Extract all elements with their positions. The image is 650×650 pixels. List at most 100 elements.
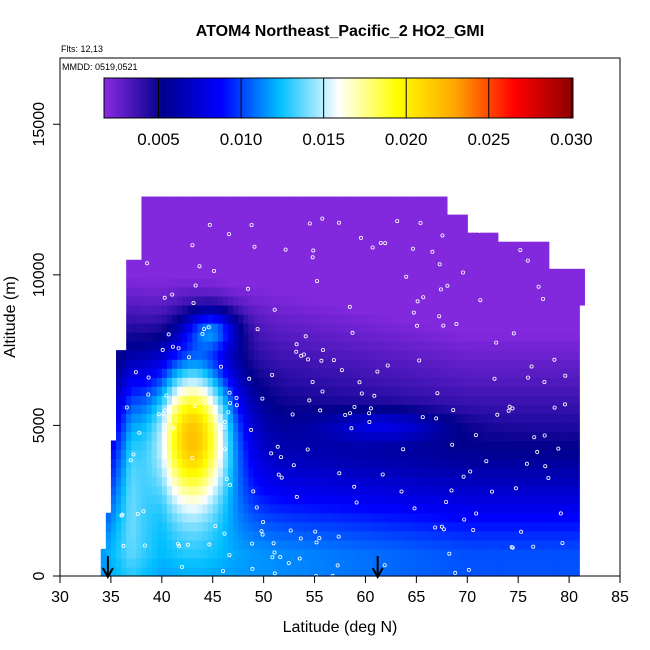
heatmap-cell <box>136 332 143 342</box>
heatmap-cell <box>370 449 377 460</box>
heatmap-cell <box>141 422 148 433</box>
heatmap-cell <box>487 250 494 261</box>
heatmap-cell <box>513 404 519 414</box>
heatmap-cell <box>472 413 479 423</box>
heatmap-cell <box>426 449 433 460</box>
heatmap-cell <box>284 359 290 369</box>
heatmap-cell <box>156 557 163 568</box>
heatmap-cell <box>248 250 255 261</box>
heatmap-cell <box>543 494 550 505</box>
heatmap-cell <box>360 539 367 550</box>
heatmap-cell <box>334 214 341 225</box>
heatmap-cell <box>523 485 529 496</box>
heatmap-cell <box>462 250 468 261</box>
heatmap-cell <box>385 350 392 360</box>
heatmap-cell <box>329 368 336 378</box>
heatmap-cell <box>166 449 173 460</box>
heatmap-cell <box>482 476 489 487</box>
heatmap-cell <box>365 431 372 442</box>
heatmap-cell <box>548 404 555 414</box>
heatmap-cell <box>345 232 351 243</box>
heatmap-cell <box>192 548 199 559</box>
heatmap-cell <box>345 458 351 469</box>
heatmap-cell <box>258 494 265 505</box>
y-tick-label: 0 <box>31 571 48 580</box>
heatmap-cell <box>345 449 351 460</box>
heatmap-cell <box>161 548 168 559</box>
heatmap-cell <box>212 557 219 568</box>
heatmap-cell <box>289 413 295 423</box>
heatmap-cell <box>121 350 127 360</box>
heatmap-cell <box>319 485 326 496</box>
heatmap-cell <box>360 440 367 451</box>
heatmap-cell <box>436 539 443 550</box>
heatmap-cell <box>228 286 234 297</box>
heatmap-cell <box>248 304 255 315</box>
heatmap-cell <box>340 431 346 442</box>
heatmap-cell <box>492 313 499 324</box>
heatmap-cell <box>126 530 132 541</box>
heatmap-cell <box>314 440 321 451</box>
heatmap-cell <box>146 395 153 405</box>
heatmap-cell <box>278 539 285 550</box>
heatmap-cell <box>385 304 392 315</box>
heatmap-cell <box>299 359 305 369</box>
heatmap-cell <box>441 223 448 234</box>
heatmap-cell <box>497 359 504 369</box>
heatmap-cell <box>508 259 514 270</box>
heatmap-cell <box>538 413 545 423</box>
flights-label: Flts: 12,13 <box>61 44 103 54</box>
heatmap-cell <box>278 413 285 423</box>
heatmap-cell <box>110 467 117 478</box>
heatmap-cell <box>289 467 295 478</box>
heatmap-cell <box>197 295 204 306</box>
heatmap-cell <box>319 431 326 442</box>
heatmap-cell <box>309 467 316 478</box>
heatmap-cell <box>263 395 270 405</box>
x-tick-label: 40 <box>153 589 171 606</box>
heatmap-cell <box>238 422 244 433</box>
heatmap-cell <box>222 259 229 270</box>
heatmap-cell <box>340 323 346 333</box>
heatmap-cell <box>172 323 178 333</box>
heatmap-cell <box>523 268 529 279</box>
heatmap-cell <box>553 422 560 433</box>
heatmap-cell <box>385 494 392 505</box>
heatmap-cell <box>182 539 188 550</box>
heatmap-cell <box>126 268 132 279</box>
heatmap-cell <box>182 268 188 279</box>
heatmap-cell <box>340 359 346 369</box>
sample-point <box>227 482 232 487</box>
heatmap-cell <box>497 476 504 487</box>
heatmap-cell <box>421 440 428 451</box>
heatmap-cell <box>309 548 316 559</box>
heatmap-cell <box>533 431 540 442</box>
heatmap-cell <box>365 512 372 523</box>
heatmap-cell <box>548 557 555 568</box>
heatmap-cell <box>253 512 260 523</box>
heatmap-cell <box>528 557 535 568</box>
heatmap-cell <box>299 458 305 469</box>
sample-point <box>227 401 232 406</box>
heatmap-cell <box>161 232 168 243</box>
sample-point <box>298 536 303 541</box>
heatmap-cell <box>345 223 351 234</box>
heatmap-cell <box>268 548 275 559</box>
heatmap-cell <box>375 458 382 469</box>
heatmap-cell <box>553 566 560 577</box>
heatmap-cell <box>533 368 540 378</box>
heatmap-cell <box>360 413 367 423</box>
sample-point <box>320 389 325 394</box>
heatmap-cell <box>268 413 275 423</box>
heatmap-cell <box>396 449 402 460</box>
heatmap-cell <box>202 530 209 541</box>
heatmap-cell <box>462 241 468 252</box>
heatmap-cell <box>161 368 168 378</box>
heatmap-cell <box>207 295 214 306</box>
heatmap-cell <box>548 350 555 360</box>
heatmap-cell <box>370 277 377 288</box>
heatmap-cell <box>355 214 361 225</box>
heatmap-cell <box>513 268 519 279</box>
heatmap-cell <box>564 530 570 541</box>
heatmap-cell <box>538 458 545 469</box>
